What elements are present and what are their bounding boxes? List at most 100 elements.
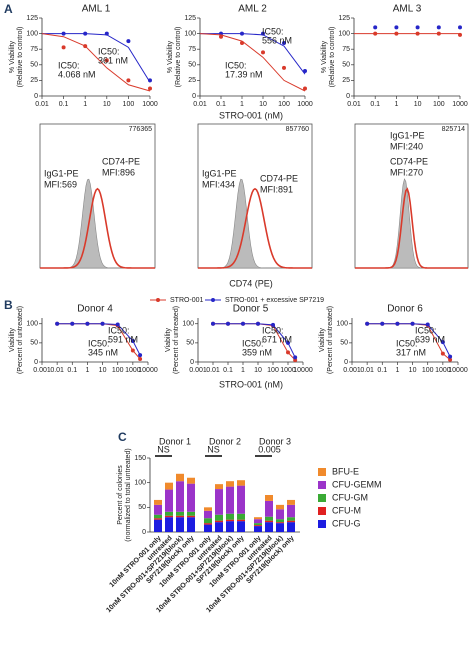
group-label: Donor 1 (159, 436, 191, 446)
bar-segment (215, 484, 223, 490)
y-axis-label: % Viability (9, 40, 16, 73)
bar-segment (237, 480, 245, 486)
y-axis-label: (Percent of untreated) (327, 306, 334, 374)
data-point (303, 86, 307, 91)
y-tick-label: 100 (184, 30, 196, 37)
significance-label: NS (157, 444, 170, 454)
fit-line (199, 33, 306, 92)
x-tick-label: 0.1 (223, 367, 233, 374)
data-point (394, 25, 399, 30)
data-point (436, 25, 441, 30)
bar-segment (165, 515, 173, 518)
legend-marker (156, 298, 160, 302)
data-point (261, 50, 265, 55)
group-label: Donor 2 (209, 436, 241, 446)
x-tick-label: 1 (83, 101, 87, 108)
bar-segment (215, 520, 223, 523)
data-point (373, 25, 378, 30)
data-point (138, 356, 143, 361)
bar-segment (154, 514, 162, 519)
ic50-label: IC50: (58, 60, 80, 70)
stain-label: CD74-PE (390, 156, 428, 166)
x-tick-label: 0.001 (33, 367, 51, 374)
x-tick-label: 10000 (138, 367, 158, 374)
legend-swatch (318, 468, 326, 476)
data-point (61, 45, 66, 50)
y-tick-label: 25 (188, 77, 196, 84)
isotype-label: MFI:240 (390, 141, 423, 151)
ic50-label: 17.39 nM (225, 69, 263, 79)
bar-segment (254, 523, 262, 526)
ic50-label: 671 nM (262, 334, 292, 344)
legend-label: BFU-E (332, 466, 359, 476)
data-point (100, 321, 105, 326)
ic50-label: 361 nM (98, 55, 128, 65)
chart-title: AML 2 (238, 4, 267, 15)
bar-segment (154, 518, 162, 520)
data-point (115, 322, 120, 327)
ic50-label: IC50: (415, 325, 437, 335)
data-point (440, 351, 445, 356)
bar-segment (226, 513, 234, 520)
x-tick-label: 10000 (448, 367, 468, 374)
x-tick-label: 0.01 (50, 367, 64, 374)
isotype-label: MFI:434 (202, 179, 235, 189)
data-point (458, 25, 462, 30)
y-tick-label: 100 (182, 321, 194, 328)
bar-segment (254, 517, 262, 520)
y-tick-label: 25 (30, 77, 38, 84)
x-tick-label: 100 (267, 367, 279, 374)
bar-segment (276, 504, 284, 510)
legend-label: CFU-GEMM (332, 479, 382, 489)
bar-segment (204, 510, 212, 519)
ic50-label: 4.068 nM (58, 69, 96, 79)
x-tick-label: 0.01 (35, 101, 49, 108)
legend-label: CFU-GM (332, 492, 368, 502)
y-axis-label: (Relative to control) (329, 27, 336, 88)
data-point (448, 357, 453, 362)
chart-title: Donor 5 (233, 304, 269, 315)
bar-segment (287, 522, 295, 532)
data-point (282, 40, 286, 45)
legend-label: STRO-001 + excessive SP7219 (225, 297, 324, 304)
bar-segment (187, 483, 195, 512)
data-point (410, 321, 415, 326)
y-tick-label: 125 (338, 15, 350, 22)
data-point (395, 321, 400, 326)
y-axis-label: (Percent of untreated) (17, 306, 24, 374)
sample-id: 857760 (286, 126, 309, 133)
y-tick-label: 75 (188, 46, 196, 53)
y-tick-label: 100 (134, 480, 146, 487)
data-point (415, 25, 420, 30)
histogram-isotype (355, 178, 468, 269)
ic50-label: IC50: (88, 338, 110, 348)
legend-marker (211, 298, 215, 302)
bar-segment (204, 524, 212, 532)
bar-segment (265, 495, 273, 501)
bar-segment (187, 517, 195, 532)
legend-swatch (318, 494, 326, 502)
fit-line (42, 33, 151, 83)
bar-segment (204, 523, 212, 525)
x-tick-label: 1000 (435, 367, 451, 374)
bar-segment (254, 519, 262, 524)
bar-segment (226, 486, 234, 514)
y-tick-label: 0 (190, 359, 194, 366)
isotype-label: IgG1-PE (390, 130, 425, 140)
bar-segment (287, 517, 295, 521)
x-tick-label: 10000 (293, 367, 313, 374)
histogram-stain (40, 187, 155, 269)
bar-segment (265, 516, 273, 521)
chart-title: Donor 4 (77, 304, 113, 315)
x-tick-label: 1000 (142, 101, 158, 108)
data-point (148, 86, 152, 91)
x-tick-label: 100 (433, 101, 445, 108)
y-tick-label: 50 (188, 62, 196, 69)
bar-segment (287, 499, 295, 505)
x-tick-label: 1000 (297, 101, 313, 108)
histogram-frame (197, 123, 313, 269)
data-point (286, 340, 290, 345)
ic50-label: 345 nM (88, 347, 118, 357)
legend-label: CFU-M (332, 505, 361, 515)
panel-label: A (4, 2, 13, 16)
